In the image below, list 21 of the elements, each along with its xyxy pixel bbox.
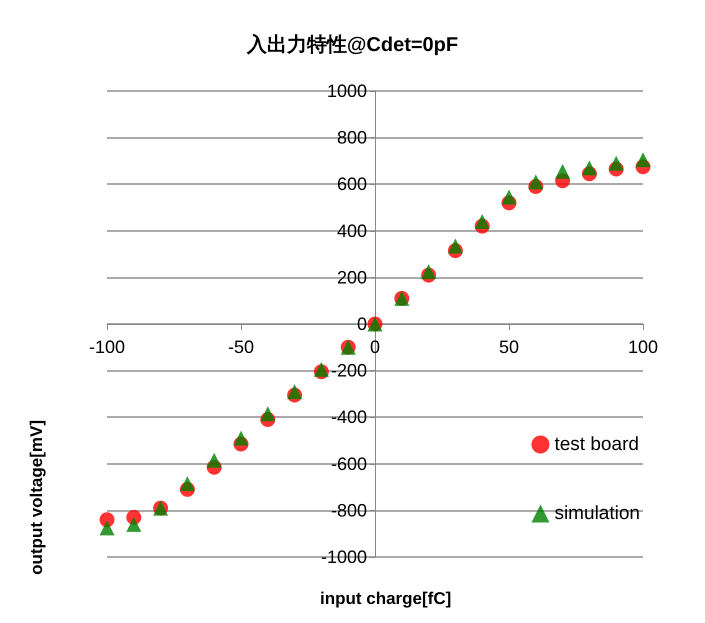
- y-axis-title: output voltage[mV]: [27, 420, 46, 575]
- y-tick-label: 0: [356, 314, 367, 334]
- y-tick-label: 200: [336, 267, 367, 288]
- y-tick-label: -400: [330, 407, 367, 428]
- x-axis-title: input charge[fC]: [320, 589, 452, 608]
- y-tick-label: -800: [330, 500, 367, 520]
- y-tick-label: -200: [330, 360, 367, 381]
- chart-title: 入出力特性@Cdet=0pF: [246, 33, 458, 56]
- x-tick-label: 50: [498, 337, 520, 357]
- legend-label: test board: [554, 434, 639, 455]
- legend-label: simulation: [554, 503, 640, 524]
- y-tick-label: 1000: [326, 81, 367, 101]
- y-tick-label: 600: [336, 174, 367, 194]
- y-tick-label: -1000: [320, 547, 367, 567]
- y-tick-label: 800: [336, 128, 367, 148]
- x-tick-label: 0: [370, 337, 380, 357]
- x-tick-label: 100: [628, 337, 658, 357]
- x-tick-label: -100: [88, 337, 126, 357]
- y-tick-label: -600: [330, 454, 367, 474]
- y-tick-label: 400: [336, 220, 367, 241]
- x-tick-label: -50: [228, 337, 254, 357]
